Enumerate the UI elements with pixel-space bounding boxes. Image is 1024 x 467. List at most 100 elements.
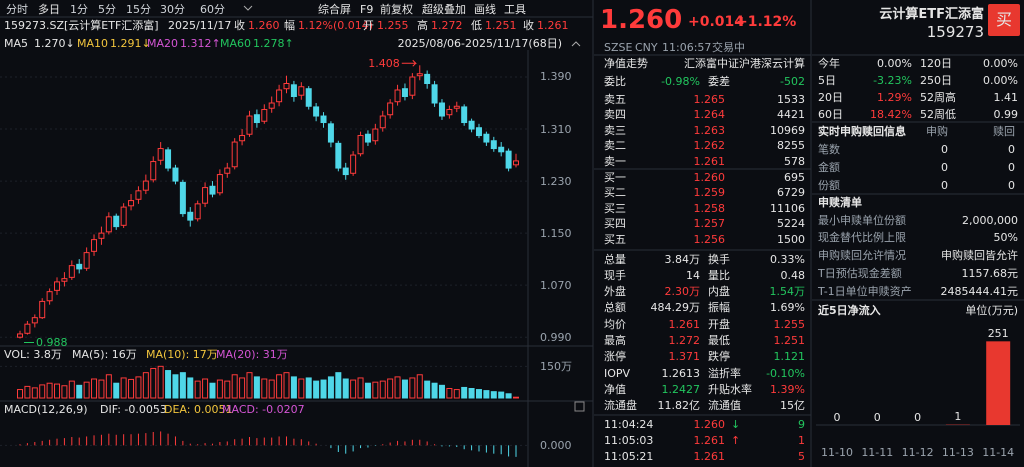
bar [986,341,1011,425]
tool-button[interactable]: 工具 [504,2,526,16]
stat-value: 1.39% [770,382,805,396]
volume-bar [39,384,46,399]
volume-bar [490,391,497,399]
list-label: 最小申赎单位份额 [818,213,906,227]
info-value: 1.260 [248,18,280,32]
volume-bar [372,381,379,399]
x-tick-label: 11-12 [901,445,934,459]
candle-body [202,187,209,204]
tool-button[interactable]: 画线 [474,2,496,16]
book-qty: 1533 [777,92,805,106]
candle-body [216,174,223,194]
trade-qty: 9 [798,417,805,431]
y-tick-label: 0.990 [540,330,572,344]
candle-body [268,102,275,109]
volume-bar [342,378,349,399]
volume-bar [224,380,231,399]
panel-icon[interactable] [574,401,585,412]
book-label: 买二 [604,186,626,200]
stat-label: 净值 [604,382,626,396]
candle-body [416,73,423,77]
perf-label: 120日 [920,56,952,70]
y-tick-label: 0.000 [540,438,572,452]
stat-value: 1.121 [773,350,806,364]
book-label: 买一 [604,170,626,184]
stat-label: 跌停 [708,350,730,364]
stat-value: 0.48 [780,268,806,282]
perf-label: 20日 [818,90,843,104]
candle-body [401,88,408,98]
book-price: 1.261 [693,154,726,168]
info-label: 低 [471,18,482,32]
candle-body [298,86,305,96]
candle-body [468,120,475,130]
volume-bar [187,377,194,399]
info-value: 1.261 [537,18,569,32]
candle-body [179,181,186,215]
volume-bar [179,372,186,399]
macd-title: MACD(12,26,9) [4,402,88,416]
sub-value: 0 [1008,160,1015,174]
volume-bar [76,384,83,399]
book-price: 1.262 [693,139,726,153]
stat-label: 流通盘 [604,399,637,413]
period-tab[interactable]: 多日 [38,2,60,16]
candle-body [372,128,379,142]
volume-bar [364,382,371,399]
period-tab[interactable]: 60分 [200,2,225,16]
info-label: 收 [523,18,534,32]
dropdown-icon[interactable] [243,5,253,11]
buy-label[interactable]: 买 [995,10,1012,29]
section-title: 申赎清单 [818,195,862,209]
perf-label: 52周高 [920,90,956,104]
chart-title: 近5日净流入 [818,303,881,317]
trade-price: 1.261 [693,449,726,463]
tool-button[interactable]: 前复权 [380,2,413,16]
candle-body [39,300,46,319]
fund-name: 汇添富中证沪港深云计算 [684,56,805,70]
trade-direction: ↓ [731,417,741,431]
volume-ma: MA(20): 31万 [216,347,288,361]
y-tick-label: 1.390 [540,70,572,84]
volume-bar [453,389,460,399]
volume-bar [394,376,401,399]
candle-body [120,206,127,226]
value-label: 251 [987,326,1009,340]
volume-bar [246,372,253,399]
candle-body [91,239,98,252]
stat-label: 换手 [708,252,730,266]
tool-button[interactable]: 综合屏 [318,2,351,16]
book-qty: 578 [784,154,805,168]
volume-bar [327,376,334,399]
perf-value: -3.23% [873,73,912,87]
volume-bar [468,388,475,399]
book-qty: 11106 [770,201,805,215]
book-label: 卖四 [604,108,626,122]
book-qty: 695 [784,170,805,184]
candle-body [453,105,460,109]
tool-button[interactable]: 超级叠加 [422,2,466,16]
stat-value: 1.272 [668,334,701,347]
period-tab[interactable]: 5分 [98,2,116,16]
collapse-icon[interactable] [571,41,581,47]
period-tab[interactable]: 1分 [70,2,88,16]
tool-button[interactable]: F9 [360,2,374,16]
candle-body [231,141,238,168]
book-qty: 6729 [777,186,805,200]
volume-bar [54,383,61,399]
volume-bar [461,386,468,399]
candle-body [350,154,357,174]
stat-label: 开盘 [708,317,730,331]
info-value: 1.255 [377,18,409,32]
candle-body [313,106,320,117]
price-change: +0.014 [688,14,745,30]
candle-body [105,216,112,233]
period-tab[interactable]: 分时 [6,2,28,16]
volume-bar [261,378,268,399]
buy-button[interactable] [988,4,1020,36]
candle-body [128,200,135,207]
tab[interactable]: 净值走势 [604,56,648,70]
period-tab[interactable]: 30分 [160,2,185,16]
candle-body [172,167,179,182]
period-tab[interactable]: 15分 [126,2,151,16]
